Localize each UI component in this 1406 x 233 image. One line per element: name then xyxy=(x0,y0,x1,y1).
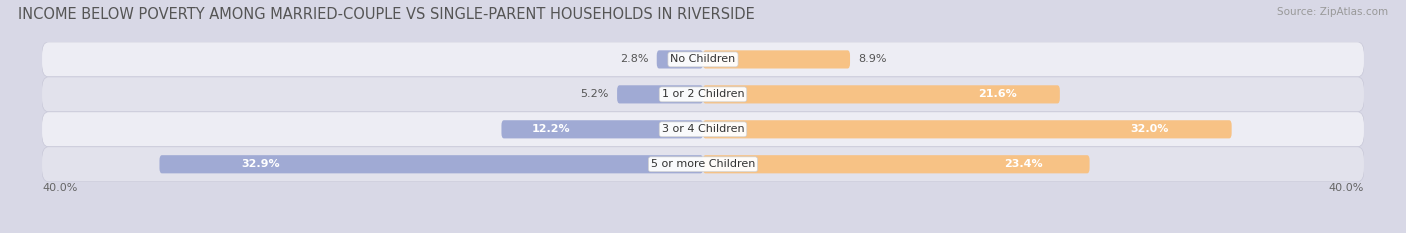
FancyBboxPatch shape xyxy=(42,112,1364,147)
Text: 8.9%: 8.9% xyxy=(858,55,887,64)
FancyBboxPatch shape xyxy=(703,120,1232,138)
FancyBboxPatch shape xyxy=(502,120,703,138)
FancyBboxPatch shape xyxy=(42,42,1364,77)
FancyBboxPatch shape xyxy=(703,155,1090,173)
FancyBboxPatch shape xyxy=(159,155,703,173)
Text: 23.4%: 23.4% xyxy=(1004,159,1043,169)
Text: 40.0%: 40.0% xyxy=(1329,184,1364,193)
Text: 5 or more Children: 5 or more Children xyxy=(651,159,755,169)
Text: 12.2%: 12.2% xyxy=(531,124,571,134)
Text: 32.0%: 32.0% xyxy=(1130,124,1168,134)
Text: 40.0%: 40.0% xyxy=(42,184,77,193)
Text: 32.9%: 32.9% xyxy=(240,159,280,169)
Text: 21.6%: 21.6% xyxy=(979,89,1017,99)
Text: Source: ZipAtlas.com: Source: ZipAtlas.com xyxy=(1277,7,1388,17)
Text: 2.8%: 2.8% xyxy=(620,55,648,64)
Text: No Children: No Children xyxy=(671,55,735,64)
FancyBboxPatch shape xyxy=(657,50,703,69)
FancyBboxPatch shape xyxy=(617,85,703,103)
FancyBboxPatch shape xyxy=(42,77,1364,112)
Text: 5.2%: 5.2% xyxy=(581,89,609,99)
Text: 1 or 2 Children: 1 or 2 Children xyxy=(662,89,744,99)
FancyBboxPatch shape xyxy=(42,147,1364,182)
Text: INCOME BELOW POVERTY AMONG MARRIED-COUPLE VS SINGLE-PARENT HOUSEHOLDS IN RIVERSI: INCOME BELOW POVERTY AMONG MARRIED-COUPL… xyxy=(18,7,755,22)
FancyBboxPatch shape xyxy=(703,85,1060,103)
Text: 3 or 4 Children: 3 or 4 Children xyxy=(662,124,744,134)
FancyBboxPatch shape xyxy=(703,50,851,69)
